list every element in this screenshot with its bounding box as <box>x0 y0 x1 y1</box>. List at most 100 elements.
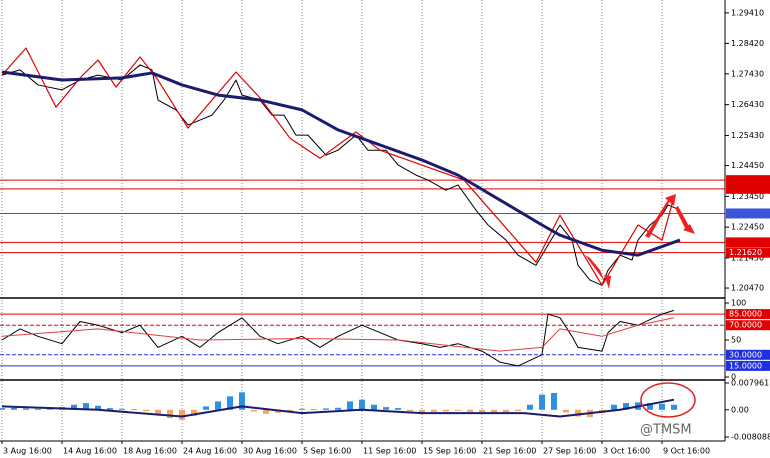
histogram-bar <box>659 403 665 410</box>
y-tick-label: 0 <box>731 373 736 382</box>
level-label: 15.0000 <box>729 361 762 370</box>
histogram-bar <box>227 396 233 410</box>
y-tick-label: 1.22450 <box>731 223 764 232</box>
histogram-bar <box>503 409 509 414</box>
series-line <box>1 398 675 418</box>
level-label: 70.0000 <box>729 321 762 330</box>
y-tick-label: -0.0080882 <box>731 433 770 442</box>
histogram-bar <box>47 409 53 410</box>
histogram-bar <box>191 409 197 416</box>
level-label-box <box>726 208 770 219</box>
watermark: @TMSM <box>640 423 692 438</box>
histogram-bar <box>395 408 401 410</box>
y-tick-label: 50 <box>731 336 741 345</box>
histogram-bar <box>563 409 569 413</box>
x-tick-label: 14 Aug 16:00 <box>63 447 117 456</box>
x-tick-label: 3 Aug 16:00 <box>3 447 52 456</box>
series-line <box>1 70 681 257</box>
level-label-box <box>726 360 770 371</box>
histogram-bar <box>131 409 137 410</box>
histogram-bar <box>539 394 545 410</box>
histogram-bar <box>95 405 101 410</box>
level-label-box <box>726 349 770 360</box>
y-tick-label: 1.23450 <box>731 192 764 201</box>
histogram-bar <box>0 408 5 410</box>
histogram-bar <box>431 409 437 412</box>
histogram-bar <box>203 406 209 410</box>
level-label-box <box>726 320 770 331</box>
arrow <box>604 275 611 289</box>
level-label-box <box>726 183 770 194</box>
histogram-bar <box>263 409 269 414</box>
histogram-bar <box>515 409 521 412</box>
y-tick-label: 0.00 <box>731 405 749 414</box>
histogram-bar <box>107 408 113 410</box>
x-tick-label: 27 Sep 16:00 <box>543 447 596 456</box>
histogram-bar <box>407 409 413 412</box>
y-tick-label: 1.25430 <box>731 131 764 140</box>
level-label-box <box>726 247 770 258</box>
y-tick-label: 1.20470 <box>731 284 764 293</box>
histogram-bar <box>371 404 377 410</box>
histogram-bar <box>383 407 389 410</box>
histogram-bar <box>467 409 473 412</box>
arrow <box>645 197 672 238</box>
x-tick-label: 30 Aug 16:00 <box>243 447 297 456</box>
histogram-bar <box>623 403 629 410</box>
histogram-bar <box>71 404 77 410</box>
histogram-bar <box>491 409 497 414</box>
series-line <box>1 47 675 286</box>
histogram-bar <box>443 409 449 412</box>
arrow <box>683 224 695 234</box>
histogram-bar <box>83 403 89 410</box>
arrow <box>665 194 676 206</box>
histogram-bar <box>479 409 485 413</box>
y-tick-label: 1.28420 <box>731 39 764 48</box>
histogram-bar <box>23 408 29 410</box>
level-label: 85.0000 <box>729 310 762 319</box>
histogram-bar <box>35 408 41 410</box>
histogram-bar <box>359 399 365 410</box>
histogram-bar <box>323 408 329 410</box>
histogram-bar <box>335 407 341 410</box>
histogram-bar <box>167 409 173 419</box>
level-label-box <box>726 237 770 248</box>
arrow <box>675 206 690 230</box>
histogram-bar <box>299 408 305 410</box>
histogram-bar <box>155 409 161 415</box>
histogram-bar <box>671 404 677 410</box>
y-tick-label: 100 <box>731 299 746 308</box>
y-tick-label: 1.27430 <box>731 69 764 78</box>
histogram-bar <box>239 392 245 410</box>
x-tick-label: 9 Oct 16:00 <box>663 447 710 456</box>
histogram-bar <box>179 409 185 420</box>
y-tick-label: 0.0079617 <box>731 379 770 388</box>
y-tick-label: 1.21450 <box>731 253 764 262</box>
histogram-bar <box>11 407 17 410</box>
histogram-bar <box>119 408 125 410</box>
highlight-circle <box>640 382 696 418</box>
x-tick-label: 15 Sep 16:00 <box>423 447 476 456</box>
histogram-bar <box>611 404 617 410</box>
level-label: 30.0000 <box>729 350 762 359</box>
histogram-bar <box>251 409 257 412</box>
level-label-box <box>726 309 770 320</box>
histogram-bar <box>551 392 557 410</box>
y-tick-label: 1.29410 <box>731 8 764 17</box>
histogram-bar <box>527 404 533 410</box>
histogram-bar <box>215 401 221 410</box>
y-tick-label: 1.26430 <box>731 100 764 109</box>
level-label-box <box>726 175 770 186</box>
x-tick-label: 24 Aug 16:00 <box>183 447 237 456</box>
histogram-bar <box>347 401 353 410</box>
histogram-bar <box>287 409 293 412</box>
histogram-bar <box>647 403 653 410</box>
series-line <box>1 317 675 352</box>
arrow <box>585 255 605 282</box>
histogram-bar <box>311 409 317 410</box>
series-line <box>1 64 681 286</box>
x-tick-label: 18 Aug 16:00 <box>123 447 177 456</box>
x-tick-label: 21 Sep 16:00 <box>483 447 536 456</box>
